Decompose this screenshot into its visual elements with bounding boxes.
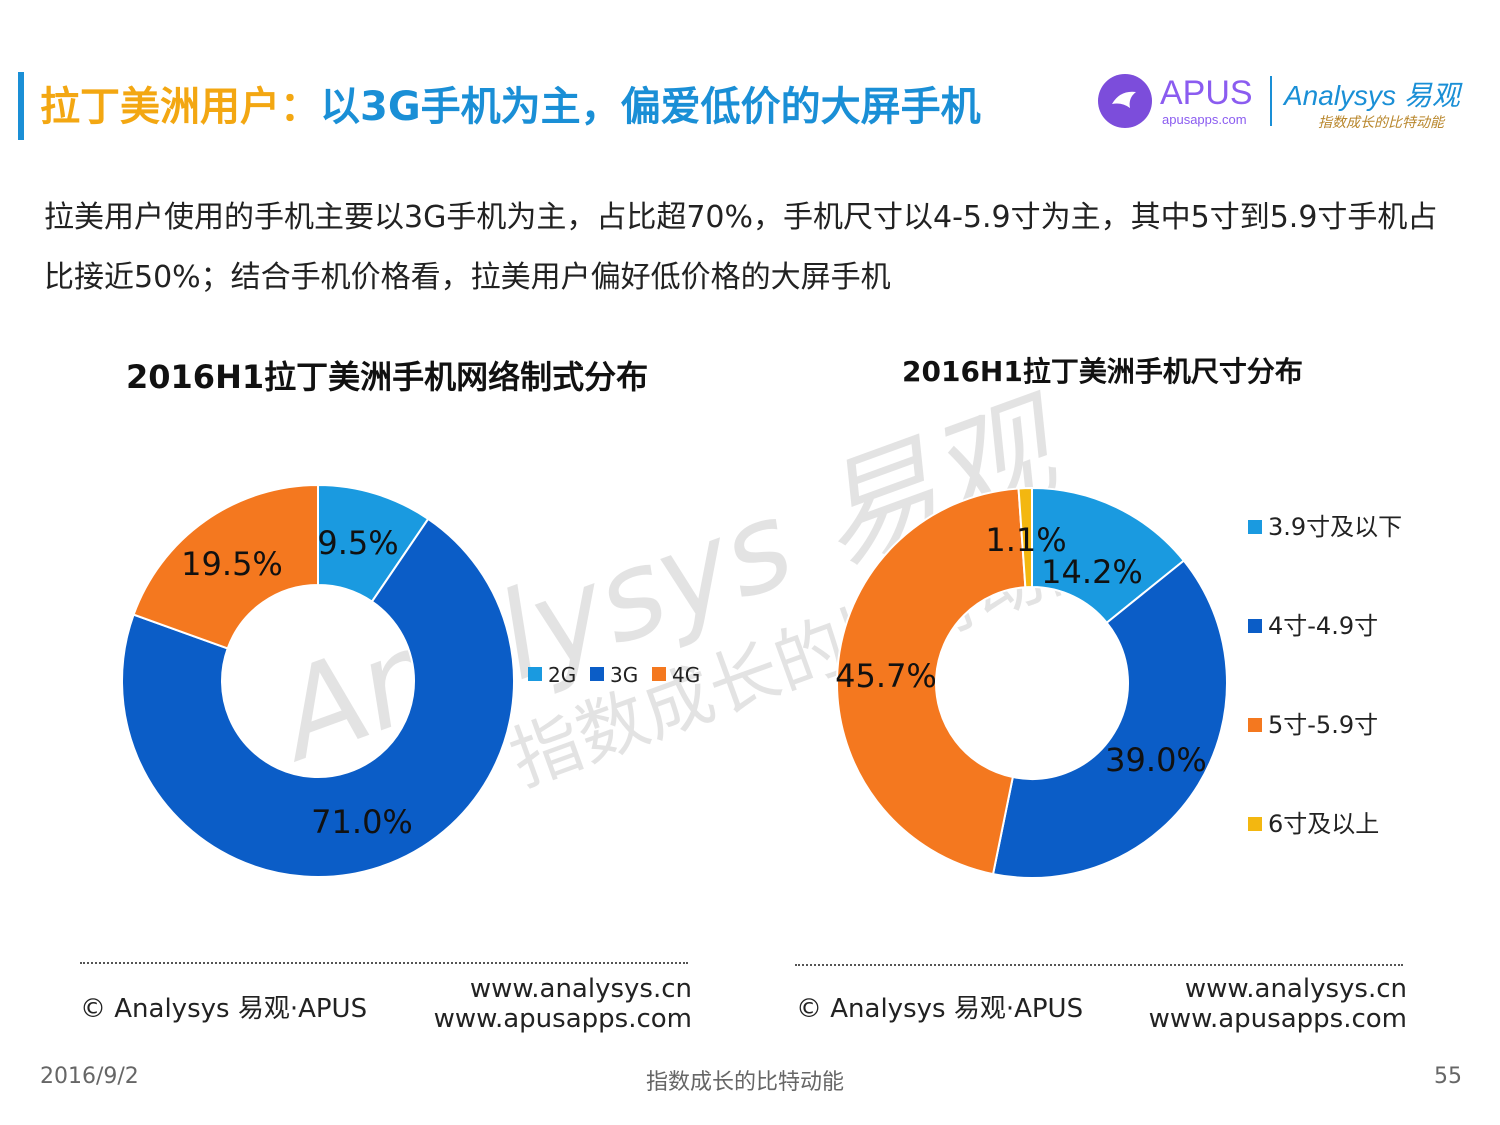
url-analysys-left[interactable]: www.analysys.cn [469,974,692,1004]
data-label-4G: 19.5% [181,545,283,583]
title-accent-bar [18,72,24,140]
footer-date: 2016/9/2 [40,1064,139,1089]
footer-page-number: 55 [1434,1064,1462,1089]
legend-swatch-4G [652,667,666,681]
legend-swatch-4寸-4.9寸 [1248,619,1262,633]
legend-label-2G: 2G [548,663,576,687]
data-label-3.9寸及以下: 14.2% [1041,553,1143,591]
legend-swatch-6寸及以上 [1248,817,1262,831]
data-label-4寸-4.9寸: 39.0% [1105,741,1207,779]
chart-title-size: 2016H1拉丁美洲手机尺寸分布 [902,355,1303,388]
source-divider-right [795,964,1403,966]
donut-chart-1: 14.2% 39.0% 45.7% 1.1% 3.9寸及以下 4寸-4.9寸 5寸-5.9寸… [835,486,1402,879]
footer-slogan: 指数成长的比特动能 [646,1070,845,1095]
donut-slice-6寸及以上 [1017,486,1033,589]
donut-slice-4G [132,483,319,650]
donut-slice-4寸-4.9寸 [991,559,1228,879]
legend-swatch-5寸-5.9寸 [1248,718,1262,732]
donut-chart-0: 9.5% 71.0% 19.5% 2G 3G 4G [121,483,700,878]
legend-swatch-3.9寸及以下 [1248,520,1262,534]
url-apus-left[interactable]: www.apusapps.com [433,1004,692,1034]
donut-slice-5寸-5.9寸 [836,487,1027,876]
description-text: 拉美用户使用的手机主要以3G手机为主，占比超70%，手机尺寸以4-5.9寸为主，… [44,200,1438,295]
donut-slice-3G [121,517,515,878]
legend-label-6寸及以上: 6寸及以上 [1268,810,1379,838]
legend-swatch-2G [528,667,542,681]
source-divider-left [80,962,688,964]
header-logos: APUS apusapps.com Analysys 易观 指数成长的比特动能 [1098,70,1478,140]
url-analysys-right[interactable]: www.analysys.cn [1184,974,1407,1004]
url-apus-right[interactable]: www.apusapps.com [1148,1004,1407,1034]
apus-logo-icon [1098,74,1152,128]
data-label-2G: 9.5% [317,524,398,562]
page-title-part1: 拉丁美洲用户： [40,84,320,130]
page-title: 拉丁美洲用户：以3G手机为主，偏爱低价的大屏手机 [40,74,981,132]
chart-title-network: 2016H1拉丁美洲手机网络制式分布 [126,358,649,396]
legend-label-4G: 4G [672,663,700,687]
analysys-logo-text: Analysys 易观 [1284,80,1460,111]
data-label-6寸及以上: 1.1% [985,521,1066,559]
legend-label-3G: 3G [610,663,638,687]
data-label-5寸-5.9寸: 45.7% [835,657,937,695]
page-title-part2: 以3G手机为主，偏爱低价的大屏手机 [320,84,981,130]
data-label-3G: 71.0% [311,803,413,841]
copyright-right: © Analysys 易观·APUS [796,994,1084,1024]
legend-label-5寸-5.9寸: 5寸-5.9寸 [1268,711,1378,739]
copyright-left: © Analysys 易观·APUS [80,994,368,1024]
legend-swatch-3G [590,667,604,681]
legend-label-3.9寸及以下: 3.9寸及以下 [1268,513,1402,541]
analysys-logo-slogan: 指数成长的比特动能 [1318,115,1444,131]
apus-logo-text: APUS [1160,74,1253,112]
apus-logo-sub: apusapps.com [1162,112,1247,127]
legend-label-4寸-4.9寸: 4寸-4.9寸 [1268,612,1378,640]
logo-separator [1270,76,1272,126]
